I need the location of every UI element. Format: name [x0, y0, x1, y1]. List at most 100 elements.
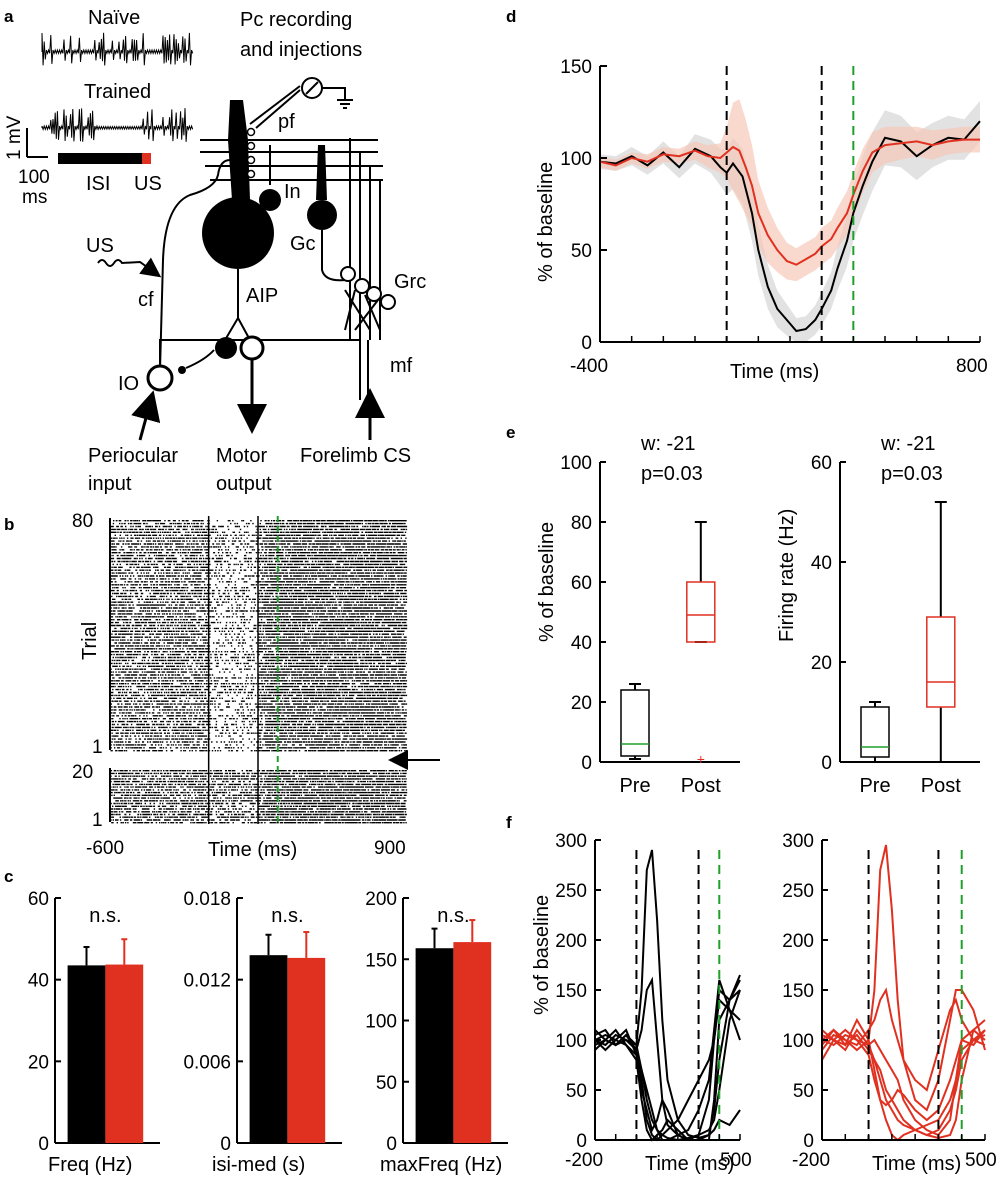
forelimb-label: Forelimb CS	[300, 445, 411, 467]
y-tick-label: 200	[555, 931, 587, 952]
y-tick-label: 50	[571, 241, 592, 262]
io-synapse	[178, 366, 186, 374]
panel-label-b: b	[4, 515, 14, 534]
y-tick-label: 20	[28, 1052, 49, 1073]
raster-xtick-min: -600	[86, 838, 124, 859]
trained-label: Trained	[84, 81, 151, 103]
naive-trace	[41, 32, 194, 66]
y-tick-label: 50	[566, 1081, 587, 1102]
raster-panel: 80 1 20 1 Trial -600 900 Time (ms)	[72, 511, 440, 861]
spike-traces	[41, 32, 194, 142]
panel-label-c: c	[4, 867, 13, 886]
parallel-fibers	[200, 139, 383, 181]
isi-label: ISI	[86, 173, 110, 195]
golgi-cell	[307, 200, 337, 230]
x-tick-label: 500	[720, 1150, 752, 1171]
y-tick-label: 0	[581, 753, 592, 774]
bar-trained	[287, 957, 326, 1143]
io-input-axon	[185, 349, 215, 369]
collateral	[159, 339, 360, 370]
golgi-dendrite	[316, 145, 327, 200]
y-tick-label: 0.018	[183, 889, 231, 910]
y-tick-label: 0.006	[183, 1052, 231, 1073]
box-chart-baseline: 0 20 40 60 80 100 Pre + Post w: -21 p=0.03 % of bas…	[536, 433, 740, 797]
mf-label: mf	[390, 355, 413, 377]
y-tick-label: 0.012	[183, 971, 231, 992]
line-naive	[599, 120, 981, 333]
y-tick-label: 40	[28, 971, 49, 992]
x-label: Freq (Hz)	[48, 1154, 132, 1176]
y-tick-label: 150	[560, 57, 592, 78]
gc-label: Gc	[290, 233, 316, 255]
y-tick-label: 200	[365, 889, 397, 910]
scale-ms-unit: ms	[22, 187, 47, 208]
y-label: Firing rate (Hz)	[776, 509, 798, 642]
bar-chart-isi: 0 0.006 0.012 0.018 n.s. isi-med (s)	[183, 889, 342, 1176]
grc-label: Grc	[394, 271, 426, 293]
outlier: +	[697, 751, 705, 767]
cell-trace-2	[821, 987, 986, 1092]
band-trained	[600, 99, 980, 282]
y-tick-label: 20	[571, 693, 592, 714]
motor-label-2: output	[216, 473, 272, 495]
in-label: In	[284, 181, 301, 203]
trained-trace	[41, 108, 194, 142]
panel-label-a: a	[4, 7, 14, 26]
nuclear-cell-inhibitory	[215, 337, 237, 359]
line-chart-baseline: 0 50 100 150 -400 800 Time (ms) % of baseline	[535, 57, 988, 383]
nuclear-cell-excitatory	[239, 335, 265, 361]
raster-tick-1-bottom: 1	[92, 810, 103, 831]
box-chart-firing: 0 20 40 60 Pre Post w: -21 p=0.03 Firing rate (H…	[776, 433, 980, 797]
y-tick-label: 100	[560, 149, 592, 170]
golgi-axon	[321, 230, 346, 282]
raster-xlabel: Time (ms)	[208, 839, 297, 861]
annotation-ns: n.s.	[271, 905, 303, 927]
annotation-w: w: -21	[880, 433, 935, 455]
line-trained	[599, 138, 980, 266]
scale-mv: 1 mV	[4, 115, 25, 160]
electrode	[249, 85, 301, 129]
raster-dots	[110, 516, 408, 824]
box	[926, 616, 956, 708]
box	[620, 689, 650, 757]
x-label: Time (ms)	[730, 361, 819, 383]
bar-naive	[415, 948, 454, 1143]
us-input-arrow	[97, 257, 162, 278]
cell-trace-5	[594, 1033, 741, 1142]
y-tick-label: 150	[365, 950, 397, 971]
x-label: Time (ms)	[872, 1153, 961, 1175]
circuit-schematic: Naïve Trained 1 mV 100 ms ISI US Pc reco…	[4, 7, 426, 495]
bar-naive	[67, 965, 106, 1143]
cell-trace-6	[594, 989, 741, 1141]
naive-label: Naïve	[88, 7, 140, 29]
box	[686, 581, 716, 643]
scale-bar	[26, 128, 48, 158]
periocular-label-2: input	[88, 473, 132, 495]
y-tick-label: 0	[581, 333, 592, 354]
y-tick-label: 250	[555, 881, 587, 902]
us-input-label: US	[86, 235, 114, 257]
purkinje-dendrite	[228, 100, 250, 215]
y-tick-label: 100	[555, 1031, 587, 1052]
pc-title-1: Pc recording	[240, 9, 352, 31]
y-tick-label: 150	[782, 981, 814, 1002]
y-tick-label: 80	[571, 513, 592, 534]
motor-label-1: Motor	[216, 445, 267, 467]
cell-trace-7	[821, 1028, 986, 1137]
category-label: Post	[681, 775, 721, 797]
isi-bar	[58, 153, 142, 164]
cell-trace-3	[821, 1019, 986, 1140]
y-tick-label: 0	[821, 753, 832, 774]
mossy-fibers	[359, 340, 369, 400]
y-tick-label: 100	[560, 453, 592, 474]
x-tick-label: -200	[565, 1150, 603, 1171]
y-tick-label: 20	[811, 653, 832, 674]
synapses	[246, 127, 256, 179]
pc-title-2: and injections	[240, 39, 362, 61]
x-label: isi-med (s)	[212, 1154, 305, 1176]
panel-label-f: f	[506, 813, 512, 832]
bar-trained	[105, 964, 144, 1143]
category-label: Pre	[859, 775, 890, 797]
